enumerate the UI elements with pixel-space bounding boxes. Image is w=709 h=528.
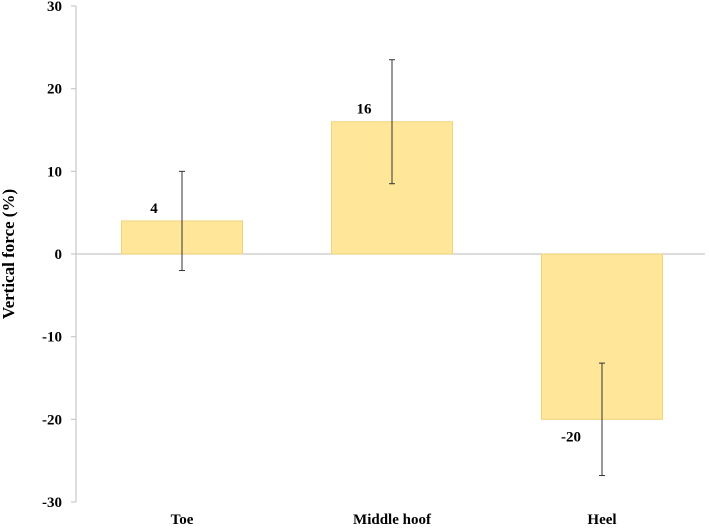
x-category-label: Toe	[171, 512, 194, 528]
y-tick-label: -10	[42, 330, 62, 346]
y-tick-label: 30	[47, 0, 62, 15]
error-bars-layer	[179, 59, 605, 477]
data-label: -20	[561, 429, 581, 445]
x-category-label: Heel	[587, 512, 616, 528]
y-tick-label: -30	[42, 495, 62, 511]
x-category-label: Middle hoof	[353, 512, 432, 528]
y-tick-label: 0	[55, 247, 63, 263]
bars-layer	[121, 121, 663, 420]
y-tick-label: -20	[42, 412, 62, 428]
y-tick-label: 20	[47, 82, 62, 98]
labels-layer: 4 Toe 16 Middle hoof -20 Heel	[150, 102, 616, 528]
y-axis-title: Vertical force (%)	[0, 189, 18, 319]
data-label: 16	[357, 102, 373, 118]
data-label: 4	[150, 201, 158, 217]
y-tick-label: 10	[47, 164, 62, 180]
